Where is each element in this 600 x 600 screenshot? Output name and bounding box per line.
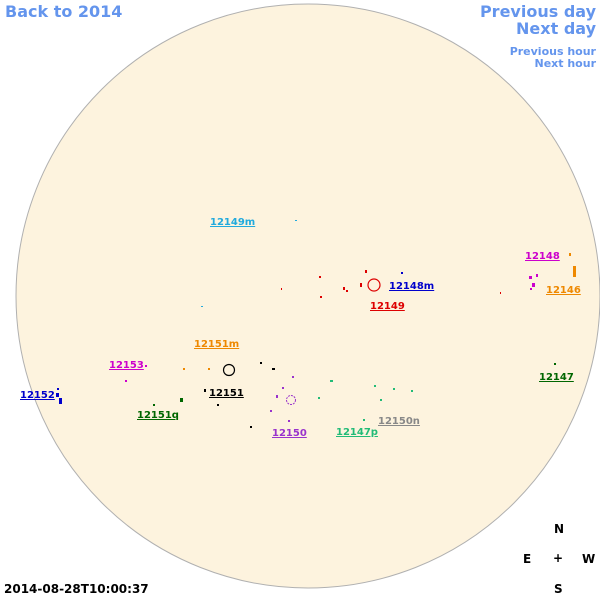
region-label[interactable]: 12147	[539, 372, 574, 383]
spot-group	[318, 380, 413, 421]
solar-disk	[15, 3, 600, 589]
region-label[interactable]: 12150	[272, 428, 307, 439]
region-label[interactable]: 12148m	[389, 281, 435, 292]
back-link[interactable]: Back to 2014	[5, 2, 123, 21]
previous-day-link[interactable]: Previous day	[479, 2, 596, 21]
region-label[interactable]: 12147p	[336, 427, 378, 438]
compass-north: N	[554, 522, 565, 536]
spot-group	[125, 274, 538, 382]
spot-group	[201, 220, 297, 307]
spot-group	[204, 362, 275, 428]
next-hour-link[interactable]: Next hour	[534, 57, 597, 70]
spot-group	[153, 363, 556, 406]
compass-west: W	[582, 552, 596, 566]
spot-group	[56, 272, 403, 404]
next-day-link[interactable]: Next day	[516, 19, 596, 38]
spot	[286, 395, 296, 405]
region-label[interactable]: 12151	[209, 388, 244, 399]
region-label[interactable]: 12152	[20, 390, 55, 401]
spot	[222, 363, 236, 377]
region-label[interactable]: 12149m	[210, 217, 256, 228]
region-label[interactable]: 12153	[109, 360, 144, 371]
region-label[interactable]: 12149	[370, 301, 405, 312]
previous-hour-link[interactable]: Previous hour	[509, 45, 596, 58]
spot	[367, 278, 381, 292]
region-label[interactable]: 12151q	[137, 410, 179, 421]
compass-east: E	[523, 552, 532, 566]
region-label[interactable]: 12148	[525, 251, 560, 262]
spot-group	[281, 270, 501, 298]
compass-south: S	[554, 582, 563, 596]
timestamp: 2014-08-28T10:00:37	[4, 582, 149, 596]
sunspots	[56, 220, 576, 428]
region-label[interactable]: 12151m	[194, 339, 240, 350]
region-label[interactable]: 12150n	[378, 416, 420, 427]
compass-center: +	[553, 551, 564, 565]
region-label[interactable]: 12146	[546, 285, 581, 296]
spot-group	[270, 376, 294, 422]
spot-group	[183, 253, 576, 370]
